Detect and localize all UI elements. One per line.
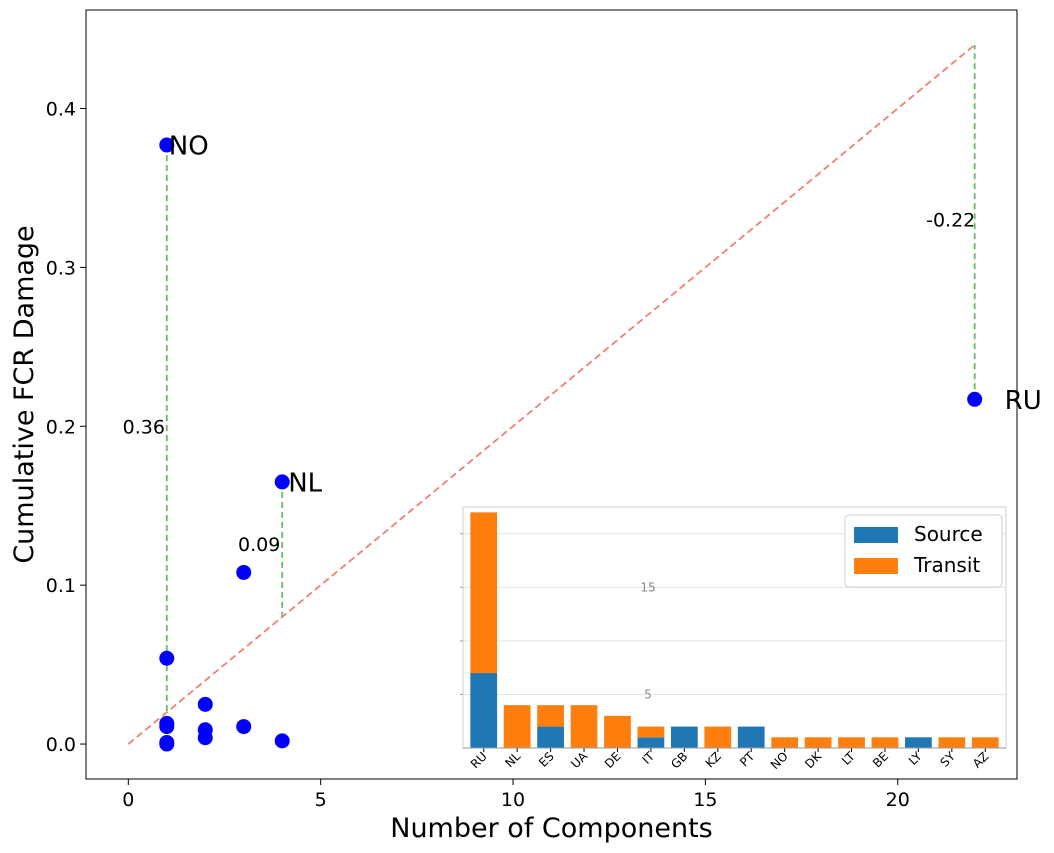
data-point: [967, 391, 983, 407]
bar-source: [470, 673, 498, 748]
bar-transit: [537, 705, 564, 727]
bar-transit: [838, 737, 865, 748]
legend-swatch: [854, 527, 898, 543]
bar-source: [670, 726, 698, 748]
residual-label: 0.36: [123, 416, 165, 438]
bar-transit: [971, 737, 999, 748]
y-tick-label: 0.3: [46, 257, 76, 279]
residual-label: 0.09: [238, 534, 280, 556]
point-label: RU: [1005, 386, 1042, 416]
data-point: [274, 474, 290, 490]
reference-line: [127, 44, 976, 745]
x-tick-label: 15: [693, 789, 717, 811]
data-point: [159, 736, 175, 752]
data-point: [159, 719, 175, 735]
bar-transit: [604, 715, 631, 748]
y-tick-label: 0.4: [46, 99, 76, 121]
data-point: [274, 733, 290, 749]
bar-transit: [503, 705, 531, 748]
data-point: [197, 730, 213, 746]
y-axis-label: Cumulative FCR Damage: [9, 225, 40, 563]
bar-transit: [871, 737, 899, 748]
x-axis-label: Number of Components: [390, 813, 712, 844]
x-tick-label: 0: [122, 789, 134, 811]
x-tick-label: 5: [315, 789, 327, 811]
bar-source: [637, 737, 665, 748]
bar-transit: [637, 726, 665, 738]
y-tick-label: 0.2: [46, 416, 76, 438]
data-point: [236, 719, 252, 735]
bar-source: [537, 726, 564, 748]
data-point: [159, 650, 175, 666]
data-point: [236, 564, 252, 580]
bar-transit: [704, 726, 732, 748]
bar-source: [905, 737, 932, 748]
bar-transit: [938, 737, 966, 748]
data-point: [159, 137, 175, 153]
main-scatter-plot: 0.36 0.09 -0.22 NO NL RU 0 5 10 15 20 0.0 0.1 0.2 0.3 0…: [9, 9, 1042, 844]
legend-swatch: [854, 558, 898, 574]
data-point: [197, 696, 213, 712]
bar-transit: [570, 705, 598, 748]
plot-frame: [85, 9, 1018, 780]
bar-transit: [771, 737, 799, 748]
point-label: NO: [169, 132, 209, 162]
y-tick-label: 0.0: [46, 734, 76, 756]
x-tick-label: 10: [501, 789, 525, 811]
inset-y-tick-label: 15: [640, 580, 655, 594]
bar-transit: [470, 512, 498, 674]
bar-source: [737, 726, 765, 748]
x-tick-label: 20: [886, 789, 910, 811]
point-label: NL: [288, 468, 322, 498]
y-tick-label: 0.1: [46, 575, 76, 597]
bar-transit: [804, 737, 832, 748]
residual-label: -0.22: [926, 210, 975, 232]
legend-label: Transit: [913, 553, 980, 577]
legend-label: Source: [914, 522, 983, 546]
inset-y-tick-label: 5: [644, 687, 652, 701]
